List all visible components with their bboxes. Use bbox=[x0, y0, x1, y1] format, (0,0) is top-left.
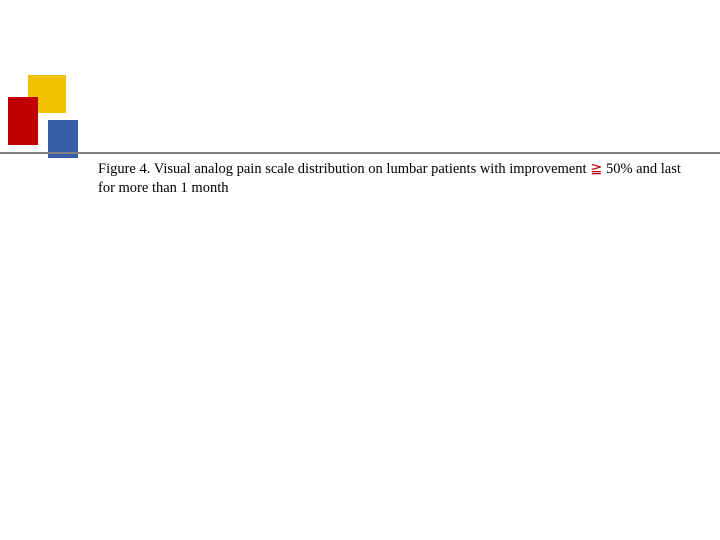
figure-caption: Figure 4. Visual analog pain scale distr… bbox=[98, 160, 698, 198]
horizontal-divider bbox=[0, 152, 720, 154]
gte-symbol: ≧ bbox=[590, 161, 602, 177]
caption-prefix: Figure 4. Visual analog pain scale distr… bbox=[98, 161, 590, 177]
logo-square-red bbox=[8, 97, 38, 145]
